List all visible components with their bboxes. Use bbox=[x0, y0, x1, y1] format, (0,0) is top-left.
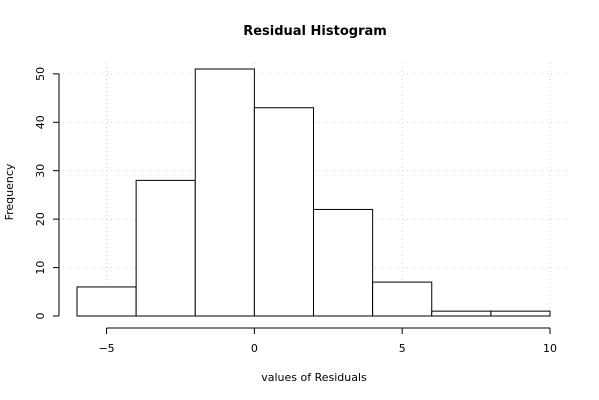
chart-title: Residual Histogram bbox=[243, 24, 387, 39]
y-tick-label: 50 bbox=[34, 67, 47, 81]
y-axis: 0 10 20 30 40 50 bbox=[34, 67, 60, 320]
histogram-bar bbox=[313, 208, 374, 317]
x-axis: −5 0 5 10 bbox=[98, 327, 557, 355]
y-tick-label: 30 bbox=[34, 164, 47, 178]
x-axis-label: values of Residuals bbox=[261, 371, 367, 384]
histogram-bar bbox=[490, 310, 551, 317]
histogram-bar bbox=[135, 179, 196, 317]
x-tick-label: 0 bbox=[251, 342, 258, 355]
histogram-bar bbox=[76, 286, 137, 317]
histogram-bar bbox=[194, 68, 255, 317]
histogram-bar bbox=[372, 281, 433, 317]
histogram-bar bbox=[253, 107, 314, 317]
x-tick-label: 10 bbox=[543, 342, 557, 355]
y-tick-label: 10 bbox=[34, 261, 47, 275]
histogram-bars bbox=[76, 68, 551, 317]
x-tick-label: −5 bbox=[98, 342, 114, 355]
x-tick-label: 5 bbox=[399, 342, 406, 355]
y-axis-label: Frequency bbox=[3, 163, 16, 220]
y-tick-label: 20 bbox=[34, 212, 47, 226]
histogram-bar bbox=[431, 310, 492, 317]
y-tick-label: 40 bbox=[34, 115, 47, 129]
y-tick-label: 0 bbox=[34, 313, 47, 320]
